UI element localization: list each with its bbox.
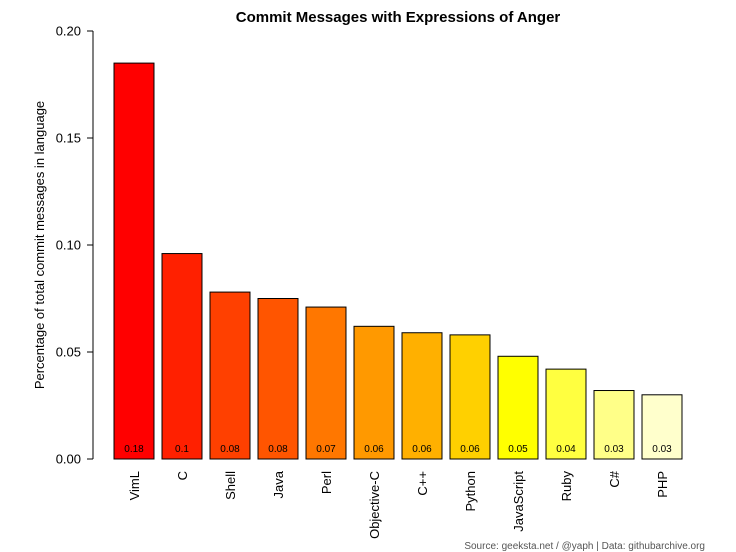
data-label: 0.03: [604, 444, 624, 455]
x-tick-label: Java: [271, 470, 286, 498]
data-label: 0.08: [220, 444, 240, 455]
y-axis-label: Percentage of total commit messages in l…: [32, 101, 47, 389]
bar-c: [161, 253, 203, 460]
y-tick-label: 0.20: [56, 24, 81, 39]
x-tick-label: Perl: [319, 471, 334, 494]
x-tick-label: Shell: [223, 471, 238, 500]
bar-java: [257, 298, 299, 460]
x-tick-label: VimL: [127, 471, 142, 500]
data-label: 0.05: [508, 444, 528, 455]
data-label: 0.08: [268, 444, 288, 455]
x-tick-label: C#: [607, 470, 622, 487]
x-axis-labels: VimL C Shell Java Perl Objective-C C++ Python Ja…: [127, 470, 670, 539]
bar-c-: [593, 390, 635, 460]
bar-ruby: [545, 368, 587, 460]
x-tick-label: JavaScript: [511, 471, 526, 532]
x-tick-label: Python: [463, 471, 478, 511]
x-tick-label: Objective-C: [367, 471, 382, 539]
data-label: 0.18: [124, 444, 144, 455]
y-axis: 0.00 0.05 0.10 0.15 0.20: [56, 24, 94, 467]
y-tick-label: 0.10: [56, 238, 81, 253]
x-tick-label: C++: [415, 471, 430, 496]
data-label: 0.06: [364, 444, 384, 455]
bar-c-: [401, 332, 443, 460]
bar-javascript: [497, 355, 539, 460]
bar-php: [641, 394, 683, 460]
y-tick-label: 0.00: [56, 452, 81, 467]
data-label: 0.06: [412, 444, 432, 455]
y-tick-label: 0.05: [56, 345, 81, 360]
data-label: 0.04: [556, 444, 576, 455]
data-labels: 0.18 0.1 0.08 0.08 0.07 0.06 0.06 0.06 0.05 0.04 0…: [124, 444, 672, 455]
bar-objective-c: [353, 325, 395, 460]
source-note: Source: geeksta.net / @yaph | Data: gith…: [464, 541, 705, 552]
x-tick-label: PHP: [655, 471, 670, 498]
bar-python: [449, 334, 491, 460]
data-label: 0.1: [175, 444, 189, 455]
x-tick-label: Ruby: [559, 471, 574, 502]
bar-viml: [113, 62, 155, 460]
bar-perl: [305, 306, 347, 460]
bars: [113, 62, 683, 460]
data-label: 0.07: [316, 444, 336, 455]
data-label: 0.06: [460, 444, 480, 455]
chart-title: Commit Messages with Expressions of Ange…: [236, 9, 561, 26]
bar-shell: [209, 291, 251, 460]
x-tick-label: C: [175, 471, 190, 480]
y-tick-label: 0.15: [56, 131, 81, 146]
data-label: 0.03: [652, 444, 672, 455]
